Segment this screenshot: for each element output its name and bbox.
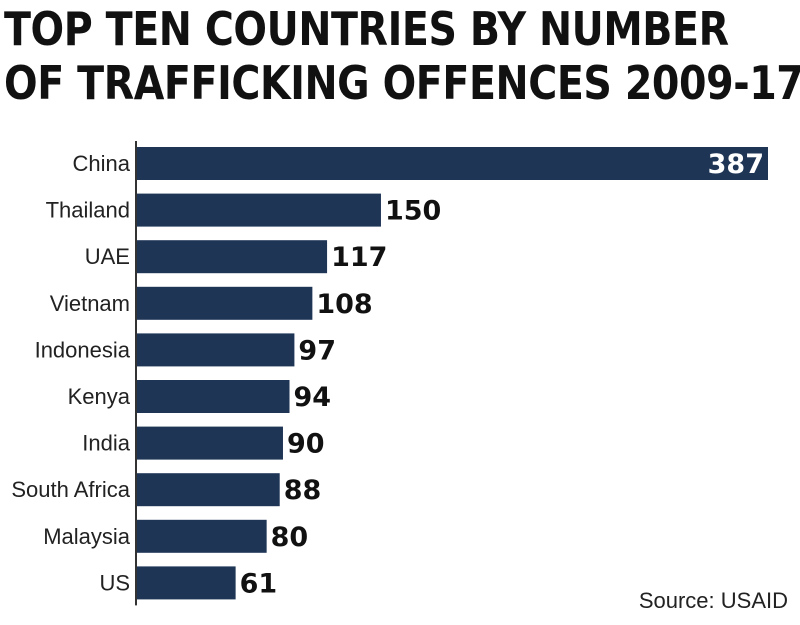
bar-vietnam xyxy=(136,286,313,320)
bar-indonesia xyxy=(136,333,295,367)
value-label: 150 xyxy=(385,196,441,227)
category-label: Kenya xyxy=(68,384,131,409)
category-label: India xyxy=(82,431,130,456)
value-label: 97 xyxy=(298,335,336,366)
bar-malaysia xyxy=(136,519,267,553)
chart-title-line-1: TOP TEN COUNTRIES BY NUMBER xyxy=(4,2,729,56)
bar-south-africa xyxy=(136,473,280,507)
category-label: China xyxy=(73,151,131,176)
bar-us xyxy=(136,566,236,600)
category-label: Indonesia xyxy=(35,337,131,362)
value-label: 88 xyxy=(284,475,322,506)
category-label: US xyxy=(99,570,130,595)
chart-title-line-2: OF TRAFFICKING OFFENCES 2009-17 xyxy=(4,56,800,110)
bar-uae xyxy=(136,240,328,274)
value-label: 90 xyxy=(287,429,325,460)
category-label: Vietnam xyxy=(50,291,130,316)
value-label: 387 xyxy=(708,149,764,180)
category-label: Malaysia xyxy=(43,524,131,549)
bar-india xyxy=(136,426,283,460)
chart-title: TOP TEN COUNTRIES BY NUMBER OF TRAFFICKI… xyxy=(4,2,800,110)
category-label: South Africa xyxy=(11,477,130,502)
category-label: UAE xyxy=(85,244,130,269)
value-label: 117 xyxy=(331,242,387,273)
value-label: 80 xyxy=(271,522,309,553)
category-label: Thailand xyxy=(46,198,130,223)
bar-kenya xyxy=(136,380,290,413)
bar-thailand xyxy=(136,193,381,227)
value-label: 61 xyxy=(240,568,278,599)
bar-china xyxy=(136,147,768,180)
value-label: 94 xyxy=(294,382,332,413)
source-note: Source: USAID xyxy=(638,588,788,613)
value-label: 108 xyxy=(316,289,372,320)
